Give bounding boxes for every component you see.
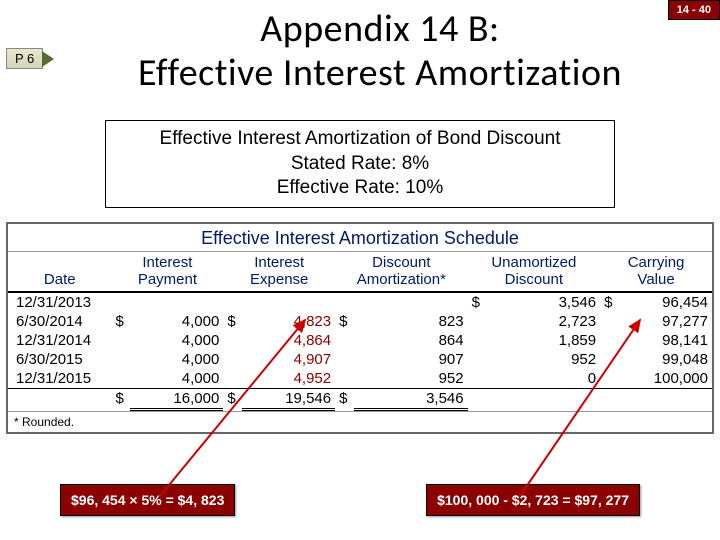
title-line-2: Effective Interest Amortization [138,50,622,96]
subtitle-line-1: Effective Interest Amortization of Bond … [116,127,604,152]
amortization-table: Effective Interest Amortization Schedule… [6,222,714,434]
subtitle-box: Effective Interest Amortization of Bond … [105,120,615,208]
table-totals-row: $16,000$19,546$3,546 [8,388,712,409]
table-row: 12/31/20144,0004,8648641,85998,141 [8,331,712,350]
arrow-right-icon [42,51,54,67]
calc-box-left: $96, 454 × 5% = $4, 823 [60,484,235,516]
slide-title: Appendix 14 B: Effective Interest Amorti… [80,8,680,95]
subtitle-line-3: Effective Rate: 10% [116,176,604,201]
table-row: 12/31/2013$3,546$96,454 [8,292,712,312]
col-amort: Discount Amortization* [335,252,468,292]
table-header-row: Date Interest Payment Interest Expense D… [8,252,712,292]
table-title: Effective Interest Amortization Schedule [8,224,712,252]
col-carry: Carrying Value [600,252,712,292]
col-payment: Interest Payment [112,252,224,292]
p6-tag: P 6 [6,48,54,69]
p6-label: P 6 [6,48,43,69]
title-line-1: Appendix 14 B: [260,6,499,52]
col-unamort: Unamortized Discount [468,252,601,292]
table-row: 12/31/20154,0004,9529520100,000 [8,369,712,389]
table-row: 6/30/2014$4,000$4,823$8232,72397,277 [8,312,712,331]
table-row: 6/30/20154,0004,90790795299,048 [8,350,712,369]
schedule-table: Date Interest Payment Interest Expense D… [8,252,712,411]
subtitle-line-2: Stated Rate: 8% [116,152,604,177]
table-footnote: * Rounded. [8,411,712,432]
calc-box-right: $100, 000 - $2, 723 = $97, 277 [426,484,640,516]
col-expense: Interest Expense [223,252,335,292]
col-date: Date [8,252,112,292]
table-body: 12/31/2013$3,546$96,4546/30/2014$4,000$4… [8,292,712,410]
